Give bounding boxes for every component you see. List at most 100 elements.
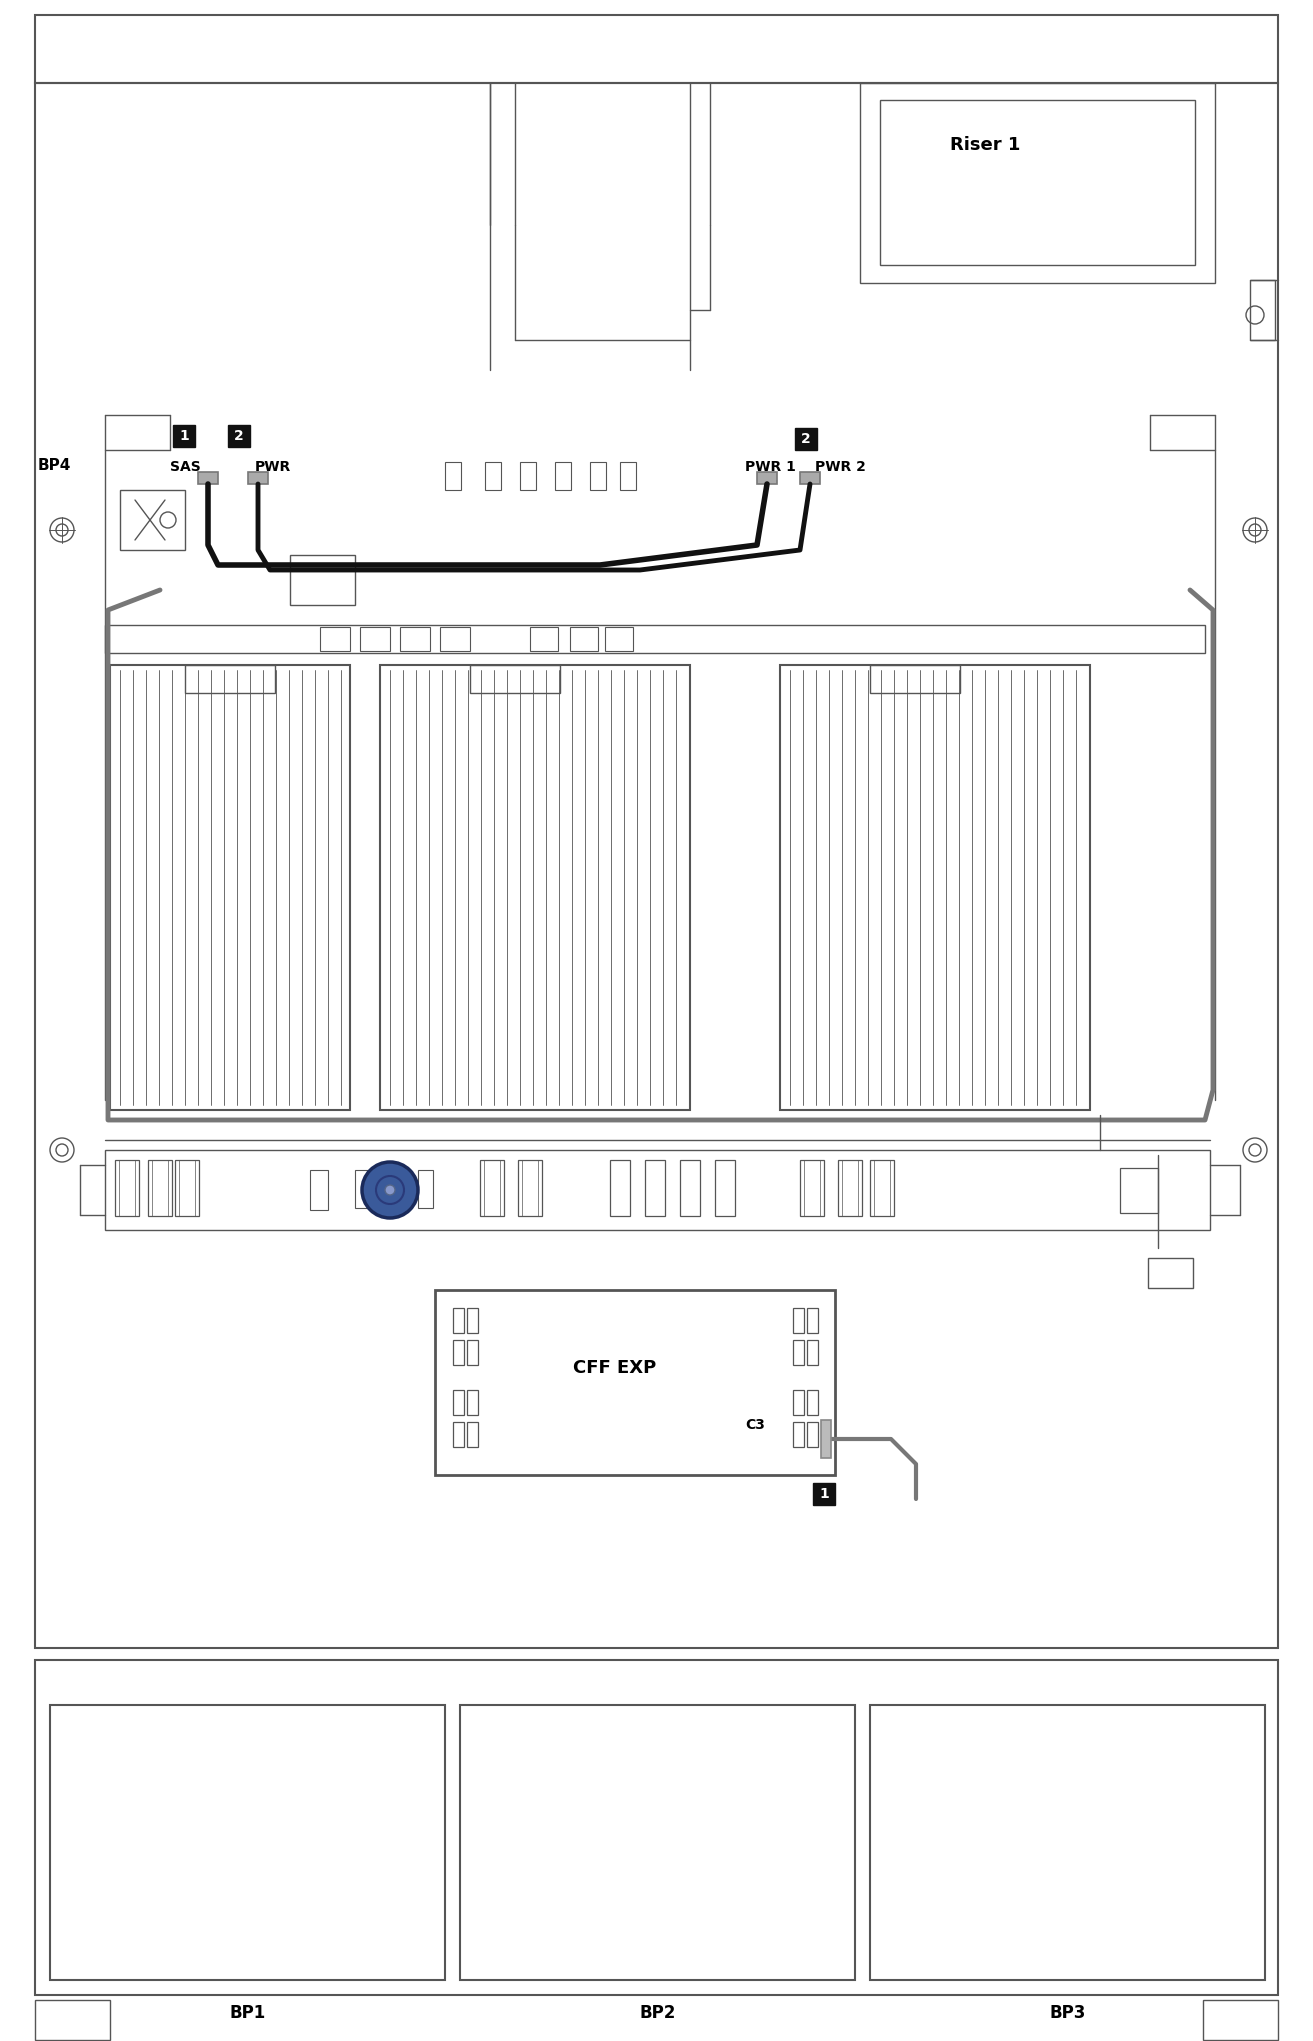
Bar	[152, 1159, 168, 1216]
Bar	[440, 627, 470, 651]
Bar	[807, 1308, 818, 1333]
Text: 2: 2	[801, 433, 811, 447]
Bar	[530, 627, 558, 651]
Bar	[793, 1423, 804, 1447]
Bar	[871, 1159, 894, 1216]
Bar	[460, 1704, 855, 1980]
Bar	[173, 425, 196, 447]
Text: PWR 2: PWR 2	[814, 459, 865, 474]
Bar	[453, 1308, 463, 1333]
Text: 1: 1	[179, 429, 189, 443]
Bar	[1148, 1257, 1194, 1288]
Text: C3: C3	[744, 1418, 765, 1433]
Bar	[716, 1159, 735, 1216]
Text: SAS: SAS	[169, 459, 201, 474]
Bar	[481, 1159, 504, 1216]
Text: 2: 2	[234, 429, 244, 443]
Bar	[793, 1341, 804, 1365]
Bar	[445, 461, 461, 490]
Bar	[290, 555, 355, 604]
Text: BP1: BP1	[230, 2004, 265, 2023]
Bar	[780, 665, 1090, 1110]
Bar	[175, 1159, 200, 1216]
Bar	[523, 1159, 538, 1216]
Bar	[793, 1390, 804, 1414]
Bar	[1120, 1167, 1158, 1212]
Bar	[179, 1159, 196, 1216]
Bar	[35, 2000, 110, 2041]
Bar	[520, 461, 536, 490]
Bar	[35, 1659, 1278, 1994]
Bar	[871, 1704, 1264, 1980]
Text: BP4: BP4	[38, 457, 71, 474]
Bar	[355, 1169, 370, 1208]
Text: PWR 1: PWR 1	[744, 459, 796, 474]
Bar	[620, 461, 635, 490]
Bar	[379, 665, 691, 1110]
Bar	[248, 471, 268, 484]
Text: BP3: BP3	[1049, 2004, 1086, 2023]
Bar	[119, 1159, 135, 1216]
Bar	[116, 1159, 139, 1216]
Bar	[360, 627, 390, 651]
Circle shape	[385, 1186, 395, 1194]
Bar	[519, 1159, 542, 1216]
Bar	[310, 1169, 328, 1210]
Bar	[484, 1159, 500, 1216]
Text: 1: 1	[819, 1488, 829, 1500]
Bar	[435, 1290, 835, 1476]
Bar	[467, 1390, 478, 1414]
Bar	[198, 471, 218, 484]
Bar	[645, 1159, 664, 1216]
Bar	[467, 1341, 478, 1365]
Bar	[880, 100, 1195, 265]
Bar	[400, 627, 429, 651]
Bar	[807, 1390, 818, 1414]
Bar	[838, 1159, 863, 1216]
Bar	[110, 665, 351, 1110]
Bar	[105, 625, 1205, 653]
Bar	[611, 1159, 630, 1216]
Bar	[105, 1149, 1211, 1231]
Bar	[35, 14, 1278, 84]
Bar	[50, 1704, 445, 1980]
Bar	[470, 665, 561, 694]
Circle shape	[362, 1161, 418, 1218]
Bar	[35, 84, 1278, 1647]
Bar	[418, 1169, 433, 1208]
Bar	[484, 461, 502, 490]
Bar	[570, 627, 597, 651]
Bar	[821, 1421, 831, 1457]
Bar	[860, 84, 1215, 284]
Bar	[590, 461, 607, 490]
Bar	[453, 1390, 463, 1414]
Bar	[228, 425, 249, 447]
Text: PWR: PWR	[255, 459, 291, 474]
Bar	[1250, 280, 1275, 341]
Text: BP2: BP2	[639, 2004, 676, 2023]
Bar	[680, 1159, 700, 1216]
Bar	[605, 627, 633, 651]
Bar	[453, 1423, 463, 1447]
Text: CFF EXP: CFF EXP	[574, 1359, 656, 1378]
Bar	[148, 1159, 172, 1216]
Bar	[874, 1159, 890, 1216]
Bar	[804, 1159, 821, 1216]
Bar	[842, 1159, 857, 1216]
Bar	[800, 1159, 825, 1216]
Bar	[793, 1308, 804, 1333]
Bar	[807, 1341, 818, 1365]
Bar	[794, 429, 817, 449]
Bar	[807, 1423, 818, 1447]
Bar	[467, 1423, 478, 1447]
Bar	[555, 461, 571, 490]
Bar	[1203, 2000, 1278, 2041]
Bar	[813, 1484, 835, 1504]
Text: Riser 1: Riser 1	[949, 137, 1020, 153]
Bar	[320, 627, 351, 651]
Bar	[467, 1308, 478, 1333]
Bar	[185, 665, 274, 694]
Bar	[453, 1341, 463, 1365]
Bar	[758, 471, 777, 484]
Bar	[119, 490, 185, 549]
